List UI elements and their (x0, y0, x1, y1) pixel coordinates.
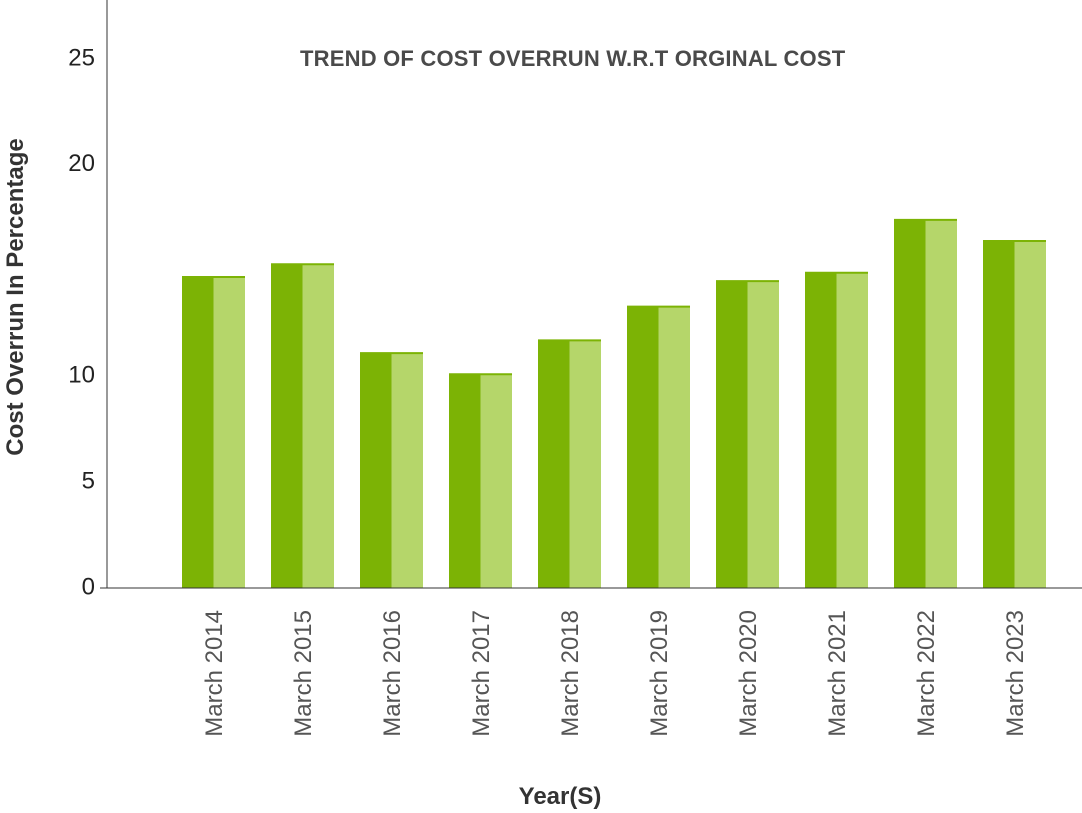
x-tick-label: March 2023 (1002, 610, 1029, 737)
x-tick-label: March 2016 (379, 610, 406, 737)
bar-light-half (480, 374, 512, 588)
bar (538, 339, 601, 588)
bar-dark-half (271, 264, 303, 588)
x-tick-label: March 2022 (913, 610, 940, 737)
x-tick-label: March 2014 (201, 610, 228, 737)
bar-light-half (569, 340, 601, 588)
x-tick-label: March 2019 (646, 610, 673, 737)
bar-light-half (391, 353, 423, 588)
x-ticks-group: March 2014 March 2015 March 2016 March 2017… (201, 610, 1029, 737)
x-tick-label: March 2015 (290, 610, 317, 737)
bar-light-half (836, 272, 868, 588)
x-tick-label: March 2020 (735, 610, 762, 737)
bar (449, 373, 512, 588)
y-tick-label: 20 (68, 150, 95, 177)
y-tick-label: 0 (82, 573, 95, 600)
bar (182, 275, 245, 588)
bar-dark-half (182, 276, 214, 588)
bar (805, 271, 868, 588)
bar-dark-half (360, 353, 392, 588)
bar-light-half (302, 264, 334, 588)
x-tick-label: March 2021 (824, 610, 851, 737)
bar-dark-half (894, 219, 926, 589)
x-axis-label: Year(S) (518, 783, 602, 810)
bar (627, 305, 690, 588)
y-tick-label: 5 (82, 468, 95, 495)
bar-dark-half (983, 240, 1015, 588)
bar-dark-half (627, 306, 659, 588)
x-tick-label: March 2017 (468, 610, 495, 737)
bar (271, 263, 334, 588)
chart-title: TREND OF COST OVERRUN W.R.T ORGINAL COST (300, 46, 846, 71)
bar (716, 280, 779, 588)
bar-light-half (747, 281, 779, 588)
bar (983, 239, 1046, 588)
y-tick-label: 10 (68, 362, 95, 389)
bar-light-half (658, 306, 690, 588)
bar-light-half (1014, 240, 1046, 588)
bar-light-half (925, 219, 957, 589)
bar (894, 218, 957, 589)
bars-group (182, 218, 1046, 589)
x-tick-label: March 2018 (557, 610, 584, 737)
y-ticks-group: 0 5 10 20 25 (68, 44, 95, 600)
bar-dark-half (538, 340, 570, 588)
y-tick-label: 25 (68, 44, 95, 71)
bar (360, 352, 423, 588)
bar-light-half (213, 276, 245, 588)
bar-dark-half (449, 374, 481, 588)
bar-dark-half (805, 272, 837, 588)
bar-dark-half (716, 281, 748, 588)
